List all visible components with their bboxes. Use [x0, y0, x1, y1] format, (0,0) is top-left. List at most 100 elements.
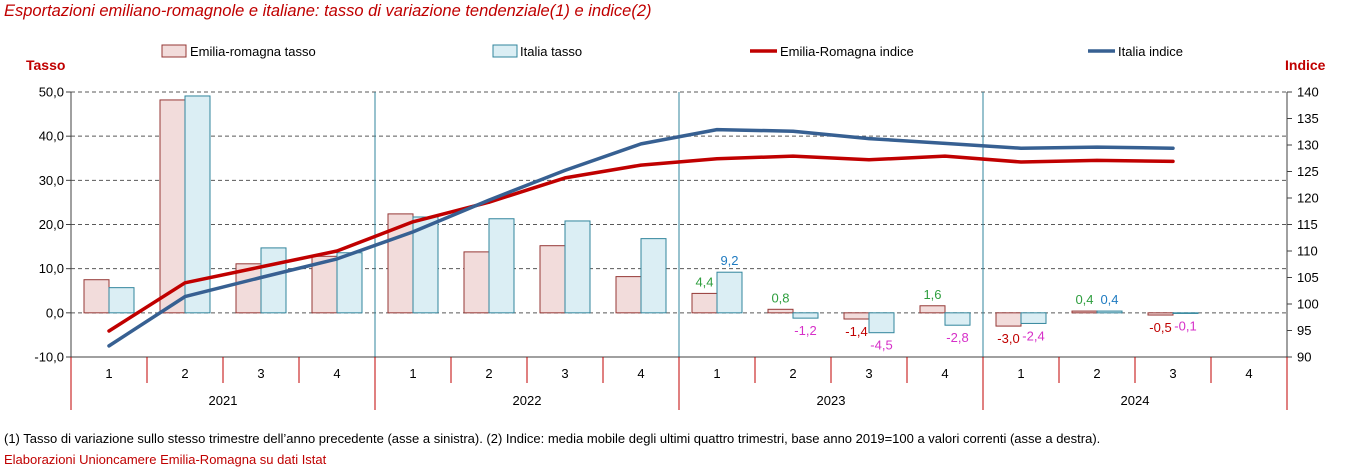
bar-italia-tasso: [488, 218, 515, 314]
data-label-emilia-romagna-tasso: 1,6: [923, 287, 941, 302]
point-italia-indice: [335, 257, 339, 261]
point-emilia-romagna-indice: [1095, 158, 1099, 162]
right-tick-label: 135: [1297, 111, 1319, 126]
quarter-label: 2: [181, 366, 188, 381]
source-note: Elaborazioni Unioncamere Emilia-Romagna …: [4, 452, 327, 467]
legend-item-emilia-romagna-indice: Emilia-Romagna indice: [750, 44, 914, 59]
year-label: 2021: [209, 393, 238, 408]
quarter-label: 2: [1093, 366, 1100, 381]
bar-italia-tasso: [1172, 312, 1199, 314]
quarter-label: 3: [865, 366, 872, 381]
year-label: 2024: [1121, 393, 1150, 408]
data-label-italia-tasso: 0,4: [1100, 292, 1118, 307]
bar-italia-tasso: [412, 216, 439, 314]
quarter-label: 2: [789, 366, 796, 381]
right-tick-label: 95: [1297, 323, 1311, 338]
quarter-label: 3: [257, 366, 264, 381]
point-italia-indice: [715, 128, 719, 132]
data-label-emilia-romagna-tasso: -0,5: [1149, 320, 1171, 335]
bar-emilia-romagna-tasso: [463, 251, 490, 314]
left-tick-label: 30,0: [39, 173, 64, 188]
bar-italia-tasso: [944, 312, 971, 326]
footnote: (1) Tasso di variazione sullo stesso tri…: [4, 431, 1101, 446]
quarter-label: 1: [1017, 366, 1024, 381]
line-series: [107, 127, 1175, 348]
point-italia-indice: [183, 295, 187, 299]
data-label-emilia-romagna-tasso: 0,4: [1075, 292, 1093, 307]
point-emilia-romagna-indice: [183, 281, 187, 285]
legend-item-italia-tasso: Italia tasso: [492, 44, 582, 59]
legend: Emilia-romagna tasso Italia tasso Emilia…: [161, 44, 1183, 59]
year-label: 2023: [817, 393, 846, 408]
bar-emilia-romagna-tasso: [767, 308, 794, 314]
bar-emilia-romagna-tasso: [1147, 312, 1174, 316]
bar-italia-tasso: [564, 220, 591, 314]
right-axis-title: Indice: [1285, 57, 1326, 73]
legend-swatch-emilia-romagna-tasso: [161, 44, 187, 58]
bar-italia-tasso: [1020, 312, 1047, 324]
bar-emilia-romagna-tasso: [843, 312, 870, 320]
data-label-emilia-romagna-tasso: -1,4: [845, 324, 867, 339]
point-italia-indice: [563, 168, 567, 172]
point-emilia-romagna-indice: [943, 154, 947, 158]
left-tick-label: -10,0: [34, 350, 64, 365]
data-label-emilia-romagna-tasso: 0,8: [771, 290, 789, 305]
bar-emilia-romagna-tasso: [691, 292, 718, 314]
right-tick-label: 120: [1297, 191, 1319, 206]
bar-italia-tasso: [336, 252, 363, 314]
quarter-label: 4: [333, 366, 340, 381]
point-emilia-romagna-indice: [715, 157, 719, 161]
bar-emilia-romagna-tasso: [83, 279, 110, 314]
point-emilia-romagna-indice: [639, 163, 643, 167]
right-tick-label: 130: [1297, 138, 1319, 153]
legend-item-italia-indice: Italia indice: [1088, 44, 1183, 59]
right-tick-label: 125: [1297, 164, 1319, 179]
point-emilia-romagna-indice: [107, 329, 111, 333]
point-emilia-romagna-indice: [867, 158, 871, 162]
point-italia-indice: [411, 230, 415, 234]
bar-italia-tasso: [792, 312, 819, 319]
legend-swatch-italia-tasso: [492, 44, 518, 58]
data-label-italia-tasso: -2,4: [1022, 328, 1044, 343]
category-axis: 1 2 3 4 1 2 3 4 1 2 3 4 1 2 3 4 2021 2022 2023 2024: [70, 357, 1288, 410]
data-label-italia-tasso: -4,5: [870, 338, 892, 353]
legend-label-emilia-romagna-tasso: Emilia-romagna tasso: [190, 44, 316, 59]
bar-emilia-romagna-tasso: [615, 276, 642, 314]
bar-italia-tasso: [640, 238, 667, 314]
point-italia-indice: [107, 344, 111, 348]
point-italia-indice: [867, 137, 871, 141]
data-label-emilia-romagna-tasso: 4,4: [695, 274, 713, 289]
point-emilia-romagna-indice: [563, 176, 567, 180]
bar-emilia-romagna-tasso: [1071, 310, 1098, 314]
bar-italia-tasso: [868, 312, 895, 334]
year-label: 2022: [513, 393, 542, 408]
bar-italia-tasso: [1096, 310, 1123, 314]
point-italia-indice: [1171, 146, 1175, 150]
quarter-label: 3: [561, 366, 568, 381]
point-italia-indice: [791, 129, 795, 133]
left-tick-label: 50,0: [39, 85, 64, 100]
right-tick-label: 105: [1297, 270, 1319, 285]
right-tick-label: 90: [1297, 350, 1311, 365]
bar-italia-tasso: [260, 247, 287, 314]
bar-emilia-romagna-tasso: [539, 245, 566, 314]
bar-italia-tasso: [184, 95, 211, 314]
quarter-label: 4: [1245, 366, 1252, 381]
data-label-italia-tasso: 9,2: [720, 253, 738, 268]
data-label-italia-tasso: -1,2: [794, 323, 816, 338]
point-italia-indice: [943, 141, 947, 145]
right-tick-label: 110: [1297, 244, 1318, 259]
point-emilia-romagna-indice: [335, 249, 339, 253]
point-italia-indice: [639, 142, 643, 146]
point-emilia-romagna-indice: [411, 220, 415, 224]
point-italia-indice: [259, 276, 263, 279]
right-tick-label: 115: [1297, 217, 1318, 232]
left-tick-label: 10,0: [39, 261, 64, 276]
left-tick-label: 20,0: [39, 217, 64, 232]
bar-emilia-romagna-tasso: [995, 312, 1022, 327]
point-italia-indice: [487, 198, 491, 202]
quarter-label: 1: [713, 366, 720, 381]
axes: 50,0 40,0 30,0 20,0 10,0 0,0 -10,0 140 135 130 125…: [34, 85, 1318, 365]
